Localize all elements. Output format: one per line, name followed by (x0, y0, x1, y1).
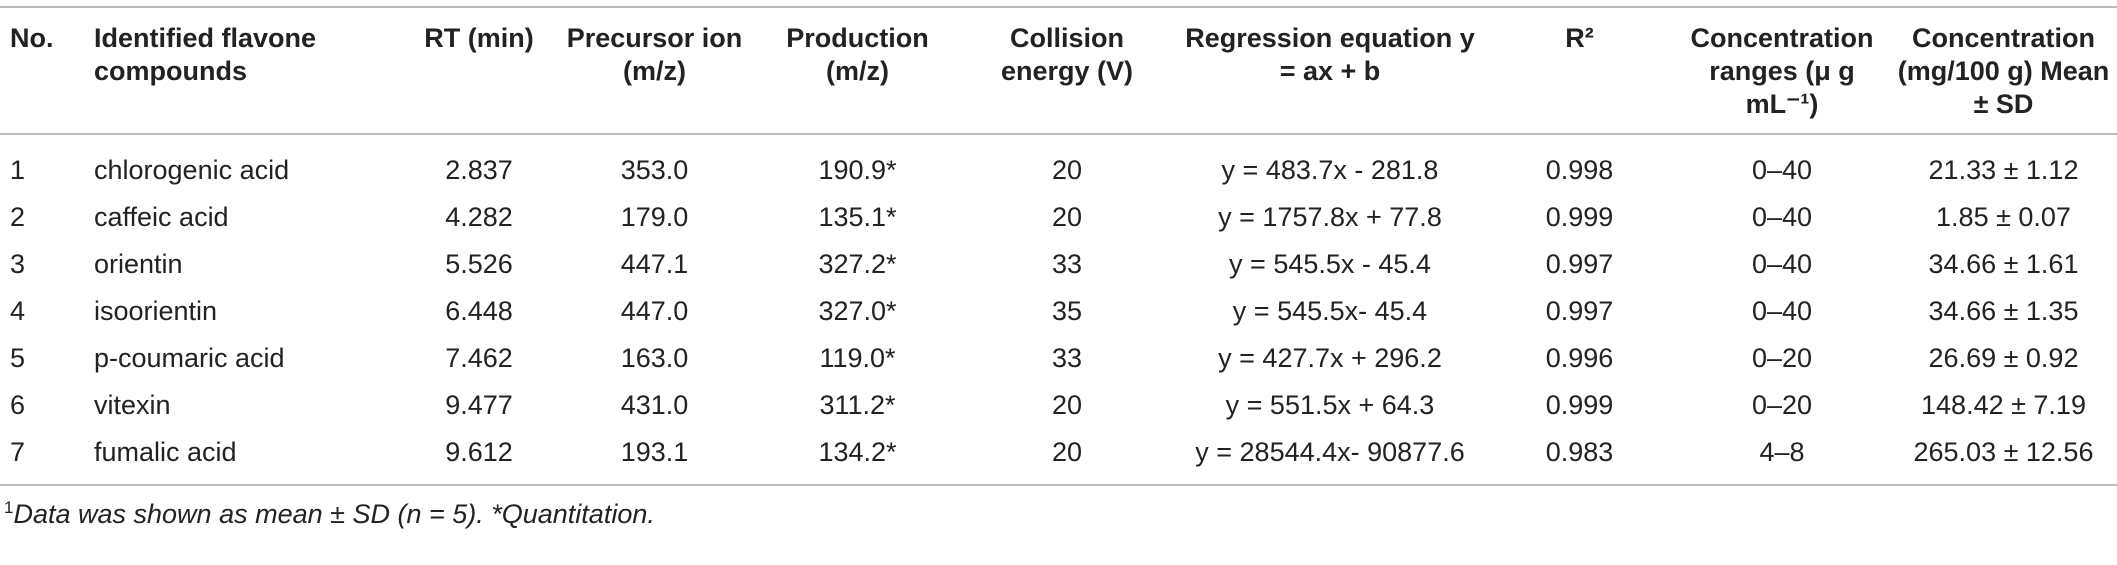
column-header: RT (min) (405, 6, 553, 135)
table-cell: p-coumaric acid (94, 343, 285, 373)
table-cell: fumalic acid (88, 429, 405, 486)
footnote-text: Data was shown as mean ± SD (n = 5). *Qu… (13, 499, 655, 529)
footnote: 1Data was shown as mean ± SD (n = 5). *Q… (0, 498, 2117, 530)
table-cell: 3 (10, 249, 26, 279)
table-cell: 0.999 (1545, 390, 1614, 420)
table-cell: 0–40 (1751, 249, 1813, 279)
page: No. Identified flavone compounds RT (min) P… (0, 6, 2117, 530)
table-cell: 5.526 (445, 249, 513, 279)
table-cell: 327.2* (818, 249, 897, 279)
table-cell: 0–40 (1751, 202, 1813, 232)
table-cell: chlorogenic acid (94, 155, 290, 185)
table-cell: 33 (1051, 249, 1083, 279)
table-cell: 179.0 (620, 202, 689, 232)
table-cell: 4–8 (1674, 429, 1890, 486)
table-cell: 1.85 ± 0.07 (1936, 202, 2071, 232)
table-cell: 0.983 (1485, 429, 1674, 486)
table-cell: 0–20 (1751, 343, 1813, 373)
column-header: Production (m/z) (756, 6, 959, 135)
table-cell: 1 (10, 155, 26, 185)
table-cell: 2.837 (445, 155, 513, 185)
table-row: 7 fumalic acid 9.612 193.1 134.2* 20 y = 28544… (0, 429, 2117, 486)
table-cell: 311.2* (819, 390, 896, 420)
table-cell: 431.0 (620, 390, 689, 420)
table-cell: 0.997 (1545, 296, 1614, 326)
table-cell: 0.996 (1545, 343, 1614, 373)
table-cell: vitexin (94, 390, 171, 420)
table-cell: 134.2* (756, 429, 959, 486)
table-cell: 0–20 (1751, 390, 1813, 420)
table-cell: 7 (0, 429, 88, 486)
column-header: Collision energy (V) (959, 6, 1175, 135)
column-header: Concentration ranges (μ g mL⁻¹) (1674, 6, 1890, 135)
table-cell: 20 (1051, 202, 1083, 232)
column-header: Precursor ion (m/z) (553, 6, 756, 135)
table-cell: 6.448 (445, 296, 513, 326)
table-cell: y = 551.5x + 64.3 (1225, 390, 1435, 420)
table-cell: y = 545.5x- 45.4 (1232, 296, 1428, 326)
table-cell: 34.66 ± 1.35 (1928, 296, 2079, 326)
table-cell: 4.282 (445, 202, 513, 232)
table-cell: 20 (1051, 390, 1083, 420)
table-cell: 7.462 (445, 343, 513, 373)
table-cell: 190.9* (818, 155, 897, 185)
table-cell: isoorientin (94, 296, 218, 326)
table-row: 1 chlorogenic acid 2.837 353.0 190.9* 20 y = 4… (0, 134, 2117, 194)
header-row: No. Identified flavone compounds RT (min) P… (0, 6, 2117, 135)
footnote-marker: 1 (4, 498, 14, 517)
table-cell: 20 (959, 429, 1175, 486)
table-cell: orientin (94, 249, 183, 279)
column-header: No. (0, 6, 88, 135)
table-cell: 447.1 (620, 249, 689, 279)
table-cell: 4 (10, 296, 26, 326)
table-cell: 9.612 (405, 429, 553, 486)
column-header: Identified flavone compounds (88, 6, 405, 135)
table-cell: 327.0* (818, 296, 897, 326)
table-cell: 26.69 ± 0.92 (1928, 343, 2079, 373)
table-cell: 0.999 (1545, 202, 1614, 232)
table-cell: 9.477 (445, 390, 513, 420)
table-row: 2 caffeic acid 4.282 179.0 135.1* 20 y = 1757.… (0, 194, 2117, 241)
table-cell: 0.997 (1545, 249, 1614, 279)
table-row: 3 orientin 5.526 447.1 327.2* 33 y = 545.5x - … (0, 241, 2117, 288)
table-cell: 20 (1051, 155, 1083, 185)
table-cell: 2 (10, 202, 26, 232)
column-header: R² (1485, 6, 1674, 135)
table-cell: 6 (10, 390, 26, 420)
table-cell: 163.0 (620, 343, 689, 373)
table-row: 4 isoorientin 6.448 447.0 327.0* 35 y = 545.5x… (0, 288, 2117, 335)
table-cell: 34.66 ± 1.61 (1928, 249, 2079, 279)
table-row: 5 p-coumaric acid 7.462 163.0 119.0* 33 y = 42… (0, 335, 2117, 382)
table-cell: 35 (1051, 296, 1083, 326)
column-header: Regression equation y = ax + b (1175, 6, 1485, 135)
table-cell: y = 427.7x + 296.2 (1218, 343, 1442, 373)
table-cell: 135.1* (818, 202, 897, 232)
table-row: 6 vitexin 9.477 431.0 311.2* 20 y = 551.5x + 6… (0, 382, 2117, 429)
table-cell: 148.42 ± 7.19 (1921, 390, 2086, 420)
column-header: Concentration (mg/100 g) Mean ± SD (1890, 6, 2117, 135)
table-cell: 119.0* (819, 343, 896, 373)
table-body: 1 chlorogenic acid 2.837 353.0 190.9* 20 y = 4… (0, 134, 2117, 486)
table-cell: 193.1 (553, 429, 756, 486)
table-cell: caffeic acid (94, 202, 229, 232)
table-cell: y = 1757.8x + 77.8 (1218, 202, 1442, 232)
table-cell: y = 545.5x - 45.4 (1229, 249, 1431, 279)
table-cell: 21.33 ± 1.12 (1928, 155, 2079, 185)
table-cell: 0–40 (1751, 296, 1813, 326)
table-cell: 353.0 (620, 155, 689, 185)
table-cell: 447.0 (620, 296, 689, 326)
table-cell: 5 (10, 343, 26, 373)
table-cell: 33 (1051, 343, 1083, 373)
table-cell: 0.998 (1545, 155, 1614, 185)
data-table: No. Identified flavone compounds RT (min) P… (0, 6, 2117, 486)
table-cell: y = 483.7x - 281.8 (1221, 155, 1439, 185)
table-cell: 265.03 ± 12.56 (1890, 429, 2117, 486)
table-cell: y = 28544.4x- 90877.6 (1175, 429, 1485, 486)
table-cell: 0–40 (1751, 155, 1813, 185)
